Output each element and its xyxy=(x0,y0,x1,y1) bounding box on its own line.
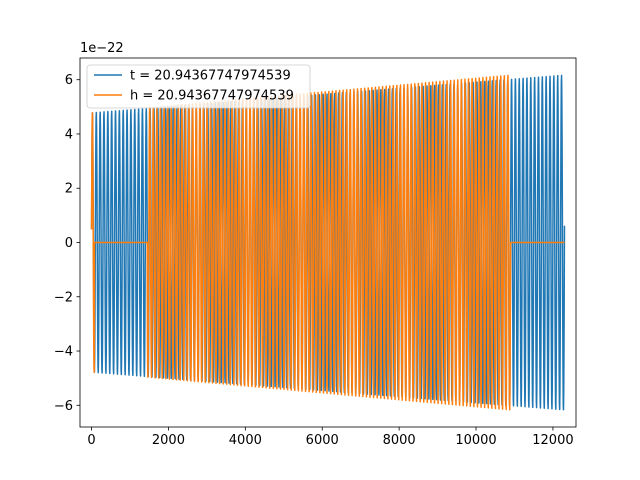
legend-label: h = 20.94367747974539 xyxy=(130,89,294,104)
x-tick-label: 6000 xyxy=(306,433,339,448)
y-tick-label: 0 xyxy=(65,236,73,251)
legend-label: t = 20.94367747974539 xyxy=(130,69,291,84)
series-line-2 xyxy=(90,74,565,411)
y-tick-label: −6 xyxy=(54,399,73,414)
legend: t = 20.94367747974539 h = 20.943677479745… xyxy=(86,64,311,109)
plot-area xyxy=(90,74,566,411)
axes: 0 2000 4000 6000 8000 10000 12000 −6 −4 −2 0 2 4 6 xyxy=(54,57,577,448)
x-tick-label: 4000 xyxy=(229,433,262,448)
x-tick-label: 12000 xyxy=(532,433,573,448)
y-tick-label: −2 xyxy=(54,290,73,305)
y-offset-label: 1e−22 xyxy=(80,41,124,56)
y-tick-label: 4 xyxy=(65,127,73,142)
x-tick-label: 0 xyxy=(87,433,95,448)
y-tick-label: −4 xyxy=(54,345,73,360)
x-tick-label: 2000 xyxy=(152,433,185,448)
y-tick-label: 2 xyxy=(65,182,73,197)
x-tick-label: 8000 xyxy=(383,433,416,448)
y-tick-label: 6 xyxy=(65,73,73,88)
x-tick-label: 10000 xyxy=(455,433,496,448)
legend-box xyxy=(86,64,311,109)
